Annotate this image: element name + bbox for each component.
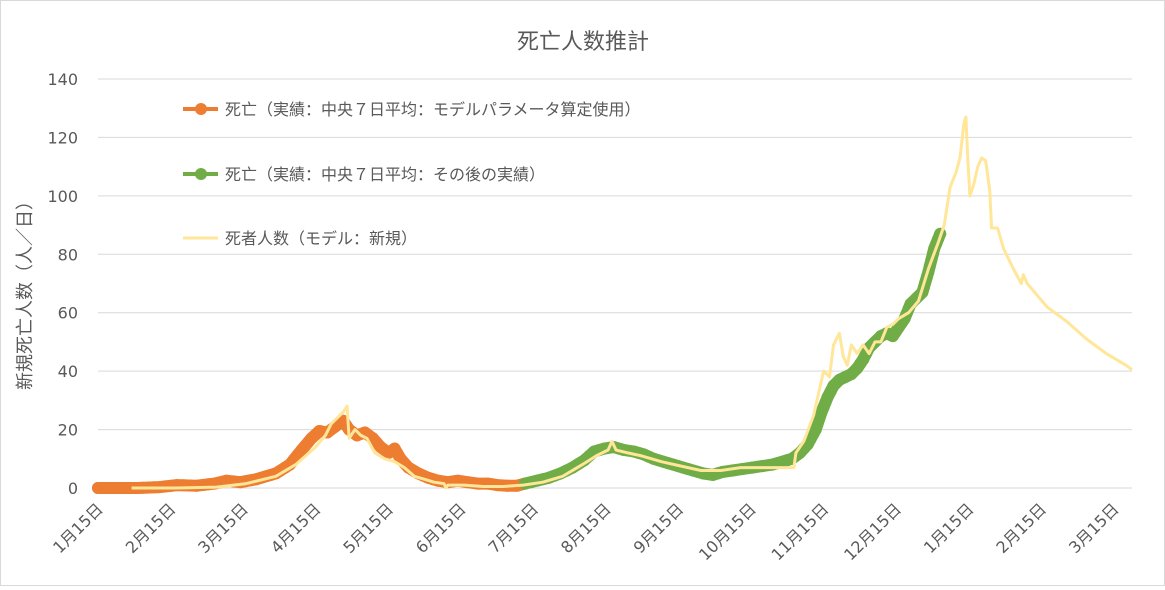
- x-tick-label: 11月15日: [768, 499, 833, 564]
- x-tick-label: 3月15日: [194, 499, 252, 557]
- chart-title: 死亡人数推計: [517, 30, 649, 55]
- series-1-line: [519, 227, 947, 490]
- series-group: [92, 115, 1133, 494]
- x-tick-label: 12月15日: [840, 499, 905, 564]
- legend-label: 死亡（実績：中央７日平均：モデルパラメータ算定使用）: [225, 100, 641, 119]
- x-tick-label: 10月15日: [695, 499, 760, 564]
- legend: 死亡（実績：中央７日平均：モデルパラメータ算定使用） 死亡（実績：中央７日平均：そ…: [183, 100, 641, 248]
- y-tick-label: 40: [58, 362, 78, 381]
- x-tick-label: 9月15日: [630, 499, 688, 557]
- legend-label: 死者人数（モデル：新規）: [225, 229, 417, 248]
- series-2-line: [131, 115, 1133, 490]
- y-tick-label: 140: [47, 70, 78, 89]
- x-tick-label: 1月15日: [920, 499, 978, 557]
- x-tick-label: 6月15日: [412, 499, 470, 557]
- legend-swatch-marker: [195, 168, 207, 180]
- x-tick-label: 3月15日: [1065, 499, 1123, 557]
- y-tick-label: 120: [47, 128, 78, 147]
- y-axis-label: 新規死亡人数（人／日）: [15, 192, 36, 390]
- x-tick-label: 1月15日: [49, 499, 107, 557]
- x-tick-label: 2月15日: [992, 499, 1050, 557]
- y-tick-label: 60: [58, 304, 78, 323]
- y-tick-label: 100: [47, 187, 78, 206]
- x-tick-label: 2月15日: [122, 499, 180, 557]
- x-tick-label: 7月15日: [485, 499, 543, 557]
- x-tick-label: 8月15日: [557, 499, 615, 557]
- x-tick-label: 4月15日: [267, 499, 325, 557]
- x-tick-label: 5月15日: [339, 499, 397, 557]
- legend-label: 死亡（実績：中央７日平均：その後の実績）: [225, 165, 545, 184]
- legend-swatch-marker: [195, 103, 207, 115]
- x-tick-labels: 1月15日 2月15日 3月15日 4月15日 5月15日 6月15日 7月15日 8月15日…: [49, 499, 1122, 564]
- y-tick-labels: 0 20 40 60 80 100 120 140: [47, 70, 78, 498]
- y-tick-label: 20: [58, 421, 78, 440]
- y-tick-label: 80: [58, 245, 78, 264]
- gridlines: [98, 78, 1132, 489]
- y-tick-label: 0: [68, 479, 78, 498]
